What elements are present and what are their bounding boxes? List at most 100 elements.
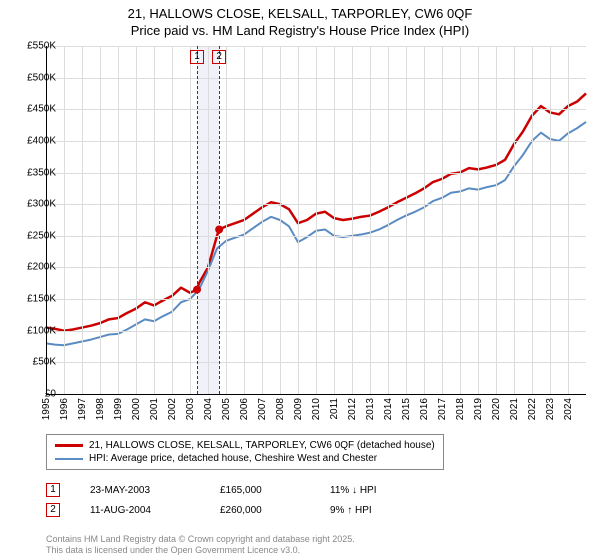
gridline-vertical: [64, 46, 65, 394]
gridline-vertical: [298, 46, 299, 394]
gridline-vertical: [388, 46, 389, 394]
gridline-vertical: [190, 46, 191, 394]
legend-swatch: [55, 458, 83, 460]
transaction-table-row: 1 23-MAY-2003 £165,000 11% ↓ HPI: [46, 480, 410, 500]
gridline-vertical: [226, 46, 227, 394]
y-axis-tick-label: £400K: [27, 135, 56, 146]
x-axis-tick-label: 2024: [563, 398, 574, 420]
transaction-hpi-delta: 9% ↑ HPI: [330, 505, 410, 516]
legend-swatch: [55, 444, 83, 447]
transactions-table: 1 23-MAY-2003 £165,000 11% ↓ HPI 2 11-AUG-200…: [46, 480, 410, 520]
gridline-vertical: [352, 46, 353, 394]
y-axis-tick-label: £450K: [27, 104, 56, 115]
transaction-price: £260,000: [220, 505, 300, 516]
gridline-vertical: [370, 46, 371, 394]
x-axis-tick-label: 2018: [455, 398, 466, 420]
x-axis-tick-label: 2012: [347, 398, 358, 420]
gridline-vertical: [496, 46, 497, 394]
gridline-vertical: [118, 46, 119, 394]
legend-label: HPI: Average price, detached house, Ches…: [89, 453, 377, 464]
y-axis-tick-label: £350K: [27, 167, 56, 178]
copyright-line-2: This data is licensed under the Open Gov…: [46, 545, 355, 556]
transaction-dashed-line: [197, 46, 198, 394]
y-axis-tick-label: £150K: [27, 294, 56, 305]
gridline-vertical: [82, 46, 83, 394]
x-axis-tick-label: 2000: [131, 398, 142, 420]
x-axis-tick-label: 2011: [329, 398, 340, 420]
x-axis-tick-label: 2001: [149, 398, 160, 420]
transaction-date: 11-AUG-2004: [90, 505, 190, 516]
x-axis-tick-label: 2022: [527, 398, 538, 420]
transaction-table-row: 2 11-AUG-2004 £260,000 9% ↑ HPI: [46, 500, 410, 520]
x-axis-tick-label: 2016: [419, 398, 430, 420]
gridline-vertical: [100, 46, 101, 394]
gridline-vertical: [568, 46, 569, 394]
gridline-vertical: [280, 46, 281, 394]
x-axis-tick-label: 1999: [113, 398, 124, 420]
y-axis-tick-label: £500K: [27, 72, 56, 83]
gridline-vertical: [514, 46, 515, 394]
chart-plot-area: 12: [46, 46, 586, 394]
y-axis-tick-label: £100K: [27, 325, 56, 336]
gridline-vertical: [262, 46, 263, 394]
chart-legend: 21, HALLOWS CLOSE, KELSALL, TARPORLEY, C…: [46, 434, 444, 470]
x-axis-tick-label: 2004: [203, 398, 214, 420]
x-axis-tick-label: 1995: [41, 398, 52, 420]
x-axis-tick-label: 2002: [167, 398, 178, 420]
gridline-vertical: [424, 46, 425, 394]
x-axis-tick-label: 2003: [185, 398, 196, 420]
transaction-marker-box: 2: [46, 503, 60, 517]
gridline-vertical: [550, 46, 551, 394]
gridline-vertical: [478, 46, 479, 394]
x-axis-tick-label: 2019: [473, 398, 484, 420]
transaction-dashed-line: [219, 46, 220, 394]
gridline-vertical: [532, 46, 533, 394]
transaction-price: £165,000: [220, 485, 300, 496]
transaction-marker-box: 1: [46, 483, 60, 497]
x-axis-tick-label: 2008: [275, 398, 286, 420]
x-axis-tick-label: 2006: [239, 398, 250, 420]
x-axis-tick-label: 2013: [365, 398, 376, 420]
gridline-vertical: [334, 46, 335, 394]
y-axis-line: [46, 46, 47, 394]
legend-row: HPI: Average price, detached house, Ches…: [55, 452, 435, 465]
x-axis-tick-label: 1996: [59, 398, 70, 420]
gridline-vertical: [406, 46, 407, 394]
transaction-marker-box: 2: [212, 50, 226, 64]
gridline-vertical: [442, 46, 443, 394]
y-axis-tick-label: £250K: [27, 230, 56, 241]
gridline-vertical: [460, 46, 461, 394]
y-axis-tick-label: £550K: [27, 41, 56, 52]
title-line-1: 21, HALLOWS CLOSE, KELSALL, TARPORLEY, C…: [0, 6, 600, 23]
x-axis-tick-label: 2017: [437, 398, 448, 420]
x-axis-tick-label: 2007: [257, 398, 268, 420]
title-line-2: Price paid vs. HM Land Registry's House …: [0, 23, 600, 40]
x-axis-tick-label: 1998: [95, 398, 106, 420]
transaction-hpi-delta: 11% ↓ HPI: [330, 485, 410, 496]
x-axis-tick-label: 2009: [293, 398, 304, 420]
x-axis-tick-label: 1997: [77, 398, 88, 420]
x-axis-line: [46, 394, 586, 395]
gridline-vertical: [172, 46, 173, 394]
gridline-vertical: [316, 46, 317, 394]
copyright-line-1: Contains HM Land Registry data © Crown c…: [46, 534, 355, 545]
y-axis-tick-label: £200K: [27, 262, 56, 273]
x-axis-tick-label: 2021: [509, 398, 520, 420]
legend-label: 21, HALLOWS CLOSE, KELSALL, TARPORLEY, C…: [89, 440, 435, 451]
x-axis-tick-label: 2005: [221, 398, 232, 420]
x-axis-tick-label: 2014: [383, 398, 394, 420]
y-axis-tick-label: £300K: [27, 199, 56, 210]
chart-title: 21, HALLOWS CLOSE, KELSALL, TARPORLEY, C…: [0, 0, 600, 40]
y-axis-tick-label: £50K: [33, 357, 56, 368]
copyright-notice: Contains HM Land Registry data © Crown c…: [46, 534, 355, 556]
x-axis-tick-label: 2020: [491, 398, 502, 420]
gridline-vertical: [208, 46, 209, 394]
gridline-vertical: [154, 46, 155, 394]
x-axis-tick-label: 2010: [311, 398, 322, 420]
legend-row: 21, HALLOWS CLOSE, KELSALL, TARPORLEY, C…: [55, 439, 435, 452]
transaction-date: 23-MAY-2003: [90, 485, 190, 496]
x-axis-tick-label: 2015: [401, 398, 412, 420]
transaction-marker-box: 1: [190, 50, 204, 64]
gridline-vertical: [136, 46, 137, 394]
x-axis-tick-label: 2023: [545, 398, 556, 420]
